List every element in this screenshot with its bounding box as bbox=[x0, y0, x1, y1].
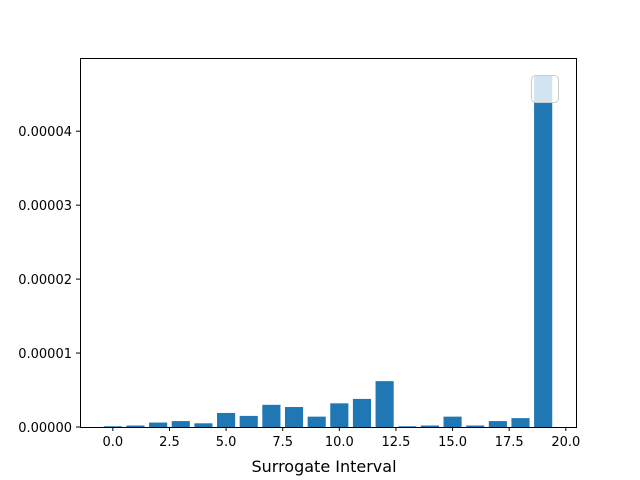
y-tick-label: 0.00001 bbox=[18, 347, 72, 362]
x-tick-label: 20.0 bbox=[551, 435, 580, 450]
x-tick-label: 15.0 bbox=[438, 435, 467, 450]
bar-17 bbox=[488, 421, 507, 427]
bar-18 bbox=[511, 418, 530, 427]
x-tick-label: 17.5 bbox=[495, 435, 524, 450]
bars-group bbox=[103, 75, 553, 427]
y-axis: 0.00000 0.00001 0.00002 0.00003 0.00004 bbox=[18, 125, 80, 436]
bar-2 bbox=[149, 422, 168, 427]
y-tick-label: 0.00004 bbox=[18, 125, 72, 140]
x-axis-label: Surrogate Interval bbox=[251, 457, 396, 476]
x-tick-label: 12.5 bbox=[381, 435, 410, 450]
y-tick-label: 0.00000 bbox=[18, 421, 72, 436]
x-tick-label: 2.5 bbox=[159, 435, 180, 450]
bar-7 bbox=[262, 404, 281, 427]
bar-16 bbox=[466, 425, 485, 427]
bar-13 bbox=[398, 426, 417, 427]
bar-6 bbox=[239, 415, 258, 427]
bar-3 bbox=[171, 421, 190, 427]
bar-11 bbox=[352, 398, 372, 427]
y-tick-label: 0.00002 bbox=[18, 273, 72, 288]
x-axis: 0.0 2.5 5.0 7.5 10.0 12.5 15.0 17.5 20.0 bbox=[102, 427, 580, 450]
bar-10 bbox=[330, 403, 349, 427]
x-tick-label: 10.0 bbox=[325, 435, 354, 450]
bar-4 bbox=[194, 423, 213, 427]
plot-frame bbox=[80, 58, 577, 428]
y-tick-label: 0.00003 bbox=[18, 199, 72, 214]
x-tick-label: 5.0 bbox=[216, 435, 237, 450]
legend-box bbox=[531, 75, 559, 103]
bar-5 bbox=[217, 412, 236, 427]
bar-1 bbox=[126, 425, 145, 427]
bar-19 bbox=[534, 75, 553, 427]
bar-9 bbox=[307, 416, 326, 427]
x-tick-label: 0.0 bbox=[102, 435, 123, 450]
bar-0 bbox=[103, 426, 122, 427]
bar-8 bbox=[284, 407, 304, 427]
bar-15 bbox=[443, 416, 462, 427]
bar-14 bbox=[420, 425, 439, 427]
bar-12 bbox=[375, 381, 394, 427]
x-tick-label: 7.5 bbox=[272, 435, 293, 450]
